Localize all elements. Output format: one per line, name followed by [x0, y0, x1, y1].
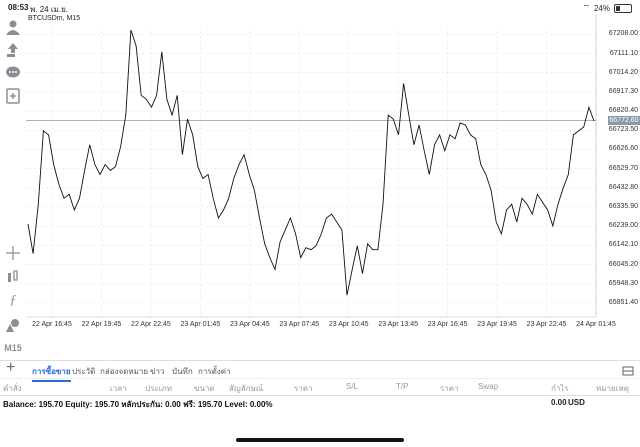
table-headers: คำสั่ง เวลา ประเภท ขนาด สัญลักษณ์ ราคา S…: [0, 378, 640, 396]
header-time[interactable]: เวลา: [110, 384, 127, 393]
crosshair-icon[interactable]: [4, 244, 22, 262]
header-price2[interactable]: ราคา: [440, 384, 459, 393]
tab-history[interactable]: ประวัติ: [72, 367, 96, 376]
time-axis-label: 23 Apr 22:45: [526, 321, 567, 328]
time-axis-label: 23 Apr 19:45: [477, 321, 517, 328]
time-axis-label: 23 Apr 01:45: [180, 321, 221, 328]
panel-settings-icon[interactable]: [622, 364, 634, 382]
battery-icon: [614, 3, 632, 13]
header-comment[interactable]: หมายเหตุ: [596, 384, 629, 393]
header-sl[interactable]: S/L: [346, 382, 359, 391]
header-type[interactable]: ประเภท: [145, 384, 172, 393]
price-axis-label: 66917.30: [608, 87, 638, 95]
wifi-icon: ⌔: [582, 3, 590, 12]
price-series-line: [27, 29, 595, 296]
document-icon[interactable]: [4, 87, 22, 105]
battery-percent: 24%: [593, 3, 610, 13]
status-bar: 08:53 พ. 24 เม.ย. ⌔ 24%: [0, 0, 640, 14]
chat-icon[interactable]: [4, 64, 22, 82]
function-icon[interactable]: ƒ: [9, 293, 17, 308]
tab-settings[interactable]: การตั้งค่า: [198, 367, 231, 376]
price-axis-label: 65948.30: [608, 279, 638, 287]
tab-mailbox[interactable]: กล่องจดหมาย: [100, 367, 149, 376]
price-axis-label: 66626.60: [608, 145, 638, 153]
balance-row: Balance: 195.70 Equity: 195.70 หลักประกั…: [0, 396, 640, 410]
tab-journal[interactable]: บันทึก: [172, 367, 193, 376]
price-axis-label: 67111.10: [609, 49, 638, 57]
price-axis-label: 67208.00: [608, 30, 638, 38]
header-swap[interactable]: Swap: [478, 382, 499, 391]
balance-profit: 0.00: [551, 398, 567, 407]
indicators-icon[interactable]: [4, 268, 22, 286]
time-axis-label: 22 Apr 16:45: [32, 321, 72, 328]
price-axis-label: 67014.20: [608, 68, 638, 76]
time-axis-label: 23 Apr 07:45: [279, 321, 320, 328]
time-axis-label: 23 Apr 10:45: [328, 321, 369, 328]
price-axis-label: 66432.80: [608, 183, 638, 191]
header-symbol[interactable]: สัญลักษณ์: [229, 384, 264, 393]
status-right: ⌔ 24%: [582, 3, 632, 13]
time-axis-label: 23 Apr 16:45: [427, 321, 468, 328]
tab-trade[interactable]: การซื้อขาย: [32, 365, 71, 382]
price-axis-label: 66045.20: [608, 260, 638, 268]
person-icon[interactable]: [4, 18, 22, 36]
bottom-tabs: + การซื้อขาย ประวัติ กล่องจดหมาย ข่าว บั…: [0, 359, 640, 382]
header-price[interactable]: ราคา: [294, 384, 313, 393]
header-profit[interactable]: กำไร: [551, 384, 569, 393]
time-axis-label: 22 Apr 22:45: [131, 321, 171, 328]
status-time: 08:53: [8, 3, 29, 12]
price-chart[interactable]: BTCUSDm, M15 67208.00 67111.10 67014.20 669…: [26, 14, 640, 350]
home-indicator: [236, 438, 404, 442]
chart-title: BTCUSDm, M15: [28, 15, 81, 22]
time-axis-label: 24 Apr 01:45: [576, 321, 616, 328]
header-tp[interactable]: T/P: [396, 382, 409, 391]
price-axis-label: 65851.40: [608, 298, 638, 306]
price-axis-label: 66239.00: [608, 222, 638, 230]
timeframe-button[interactable]: M15: [4, 343, 22, 353]
chart-svg[interactable]: [26, 14, 640, 350]
header-volume[interactable]: ขนาด: [194, 384, 215, 393]
price-axis-label: 66723.50: [608, 126, 638, 134]
price-axis-label: 66820.40: [608, 107, 638, 115]
price-axis-label: 66529.70: [608, 164, 638, 172]
time-axis-label: 23 Apr 04:45: [229, 321, 270, 328]
add-icon[interactable]: +: [6, 359, 16, 376]
price-axis-label: 66335.90: [608, 202, 638, 210]
shapes-icon[interactable]: [4, 316, 22, 334]
balance-text: Balance: 195.70 Equity: 195.70 หลักประกั…: [3, 400, 273, 409]
balance-currency: USD: [568, 398, 585, 407]
header-order[interactable]: คำสั่ง: [3, 384, 22, 393]
current-price-marker: 66772.60: [608, 116, 640, 126]
upload-icon[interactable]: [4, 41, 22, 59]
time-axis-label: 22 Apr 19:45: [81, 321, 122, 328]
price-axis-label: 66142.10: [608, 241, 638, 249]
left-toolbar: ƒ M15: [0, 14, 26, 353]
status-date: พ. 24 เม.ย.: [30, 5, 68, 14]
time-axis-label: 23 Apr 13:45: [378, 321, 419, 328]
tab-news[interactable]: ข่าว: [150, 367, 165, 376]
